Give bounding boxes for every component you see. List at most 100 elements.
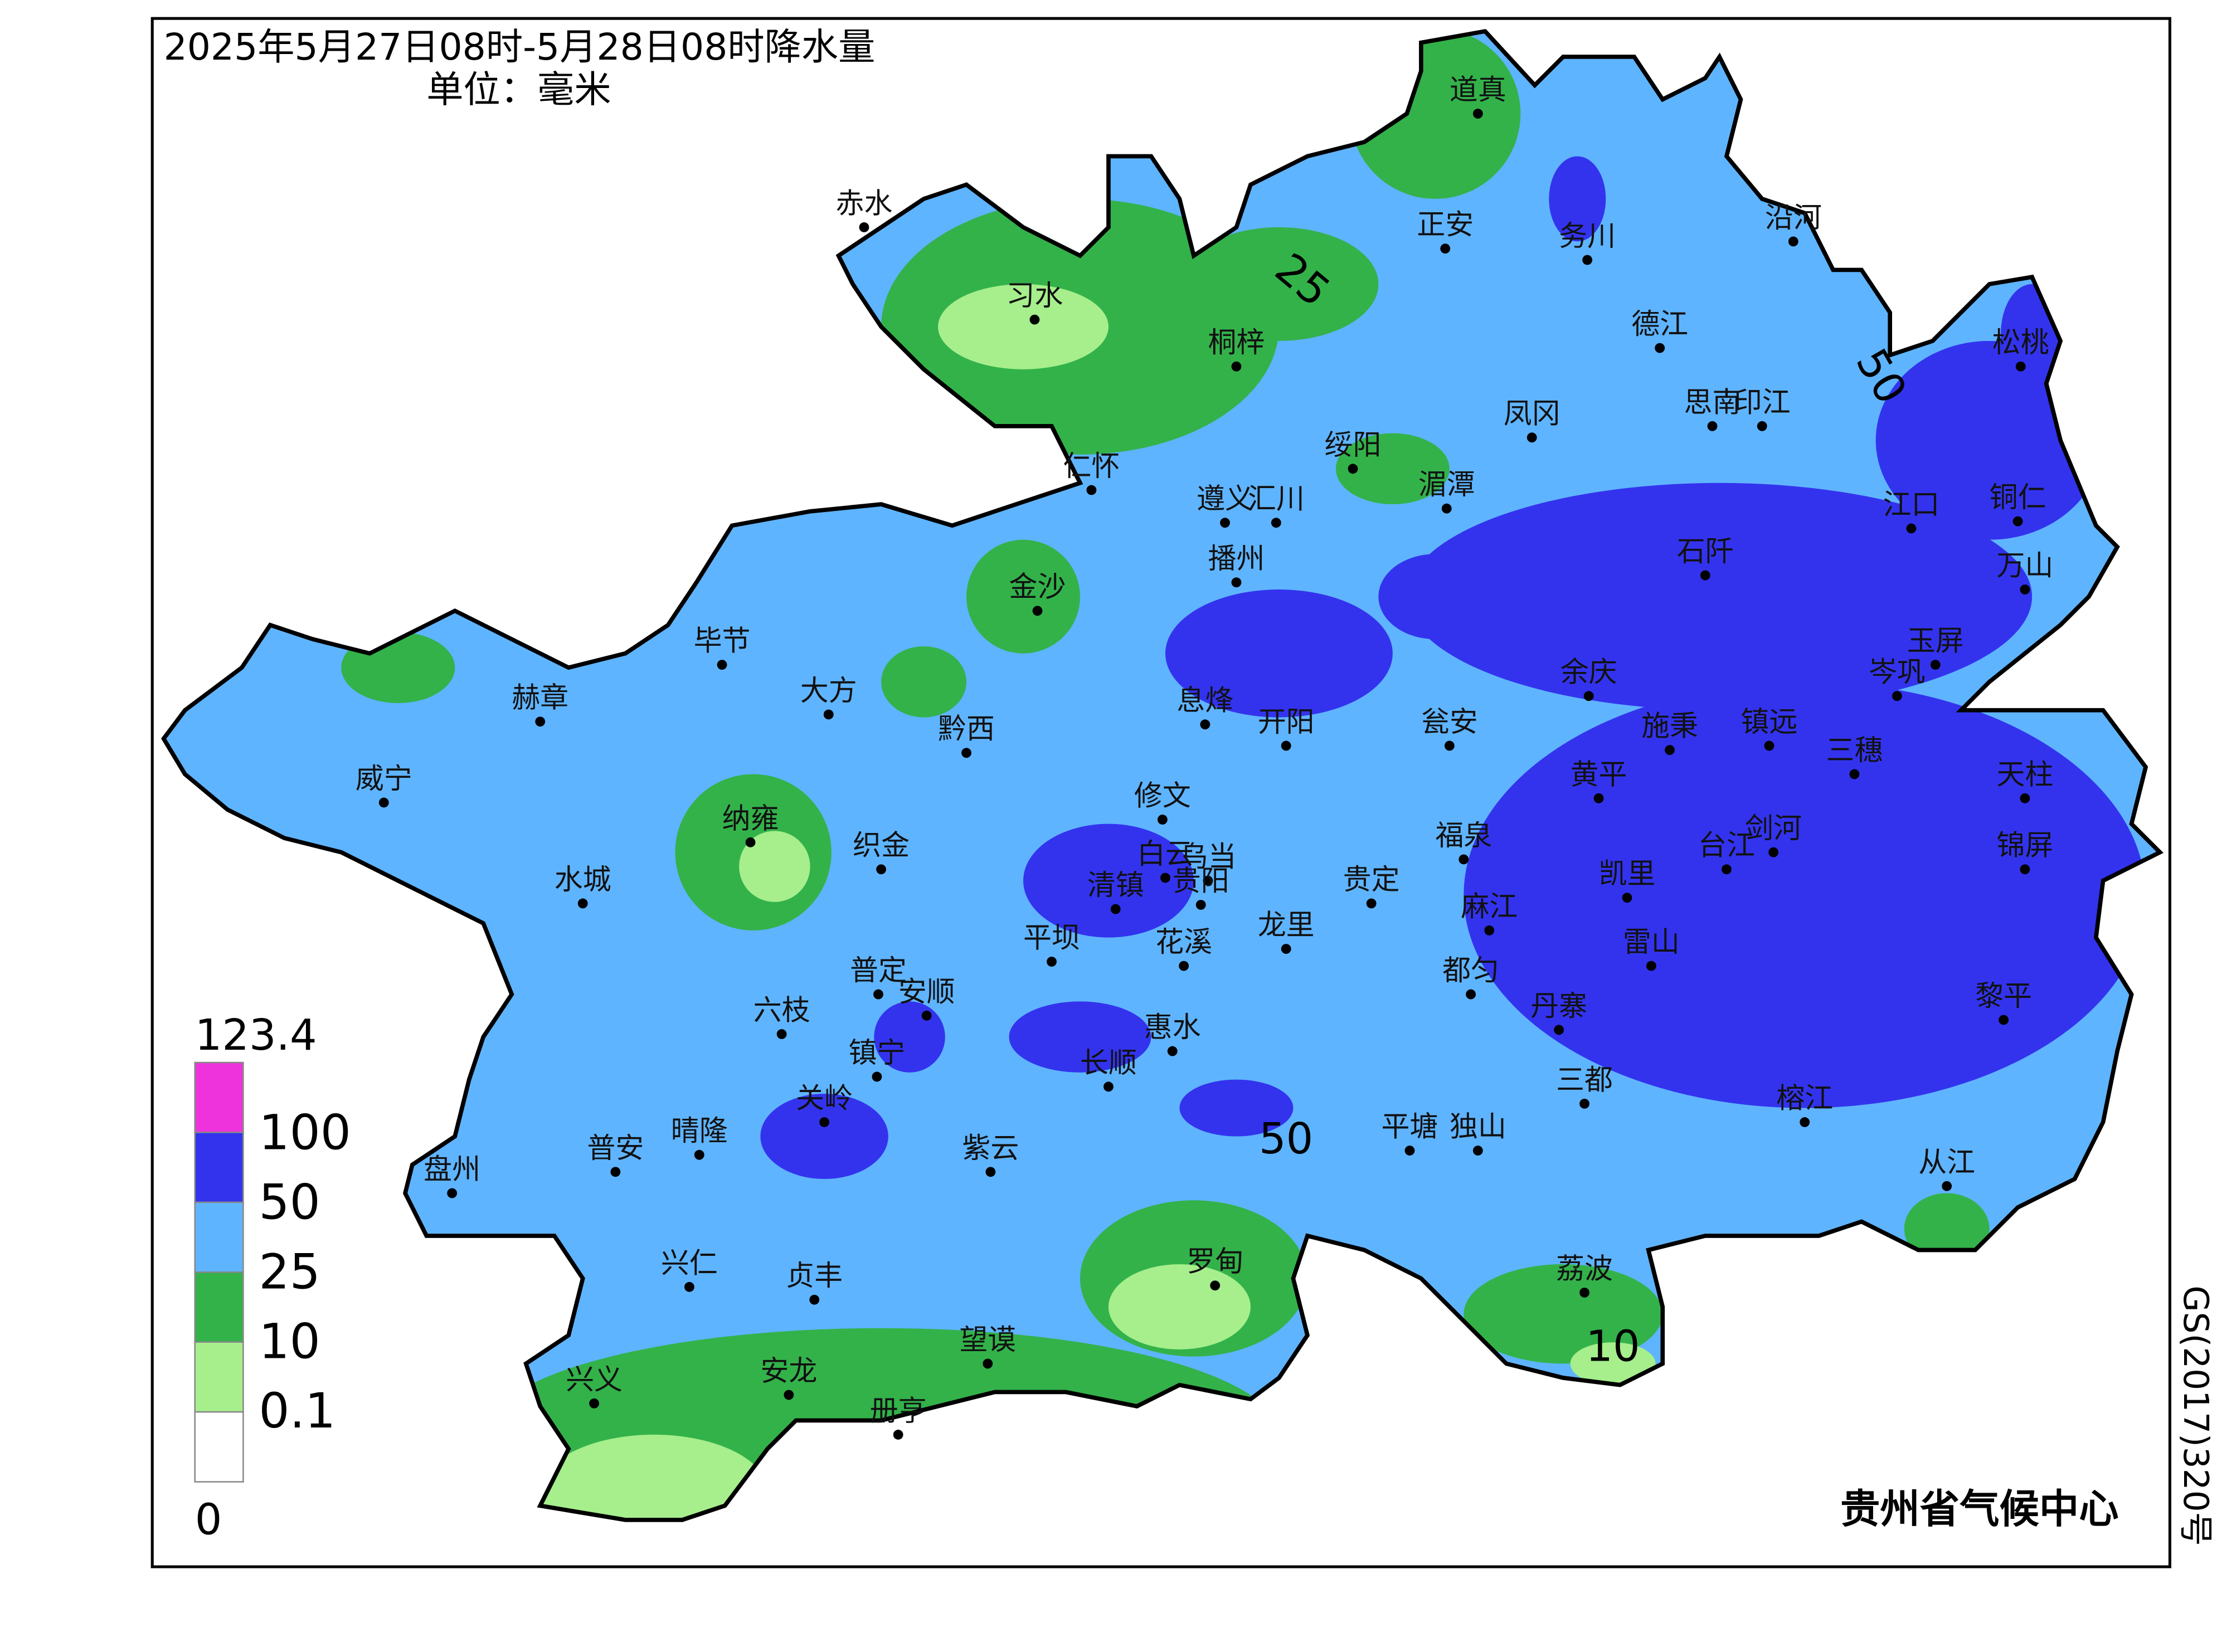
city-dot [1200, 719, 1210, 730]
city-dot [2012, 516, 2023, 527]
city-label: 修文 [1134, 780, 1191, 813]
city-dot [2020, 584, 2030, 594]
city-dot [1103, 1081, 1114, 1092]
city-dot [1179, 961, 1189, 971]
city-label: 黄平 [1571, 758, 1627, 791]
city-label: 沿河 [1765, 202, 1822, 235]
city-label: 汇川 [1248, 483, 1305, 516]
city-label: 长顺 [1080, 1047, 1137, 1080]
city-dot [684, 1281, 694, 1292]
city-dot [1579, 1288, 1589, 1298]
city-dot [1484, 925, 1495, 935]
legend-swatch [194, 1341, 244, 1413]
city-label: 玉屏 [1907, 625, 1964, 658]
city-dot [1930, 660, 1941, 670]
legend-swatch [194, 1132, 244, 1203]
city-dot [1366, 898, 1377, 909]
city-label: 黎平 [1975, 980, 2032, 1013]
map-title: 2025年5月27日08时-5月28日08时降水量 [164, 25, 876, 69]
city-label: 雷山 [1623, 926, 1680, 959]
city-label: 石阡 [1677, 535, 1734, 568]
city-dot [1582, 255, 1593, 265]
legend-label: 123.4 [195, 1011, 317, 1060]
city-dot [1622, 893, 1632, 903]
city-dot [1203, 875, 1213, 886]
city-dot [859, 222, 869, 232]
city-label: 水城 [555, 864, 611, 896]
city-label: 施秉 [1641, 710, 1698, 743]
city-label: 锦屏 [1996, 830, 2053, 862]
city-label: 罗甸 [1187, 1246, 1243, 1279]
city-label: 正安 [1417, 209, 1474, 242]
city-dot [1441, 503, 1452, 514]
city-label: 安龙 [760, 1355, 817, 1388]
city-label: 毕节 [694, 625, 751, 658]
city-dot [1788, 236, 1798, 247]
city-dot [1707, 421, 1718, 431]
city-dot [1167, 1046, 1178, 1056]
precip-field [163, 31, 2160, 1520]
city-dot [1210, 1280, 1221, 1291]
city-label: 江口 [1883, 489, 1939, 522]
city-label: 赫章 [512, 682, 568, 715]
city-label: 印江 [1734, 386, 1791, 419]
city-dot [1231, 577, 1242, 588]
city-label: 镇宁 [848, 1037, 905, 1070]
city-dot [1646, 961, 1656, 971]
city-label: 习水 [1006, 280, 1063, 313]
city-dot [873, 989, 883, 1000]
city-label: 思南 [1684, 386, 1741, 419]
city-dot [1160, 873, 1170, 883]
city-dot [2015, 361, 2026, 372]
city-label: 都匀 [1442, 954, 1499, 987]
city-label: 惠水 [1144, 1011, 1201, 1044]
city-dot [1665, 745, 1675, 756]
city-label: 榕江 [1776, 1083, 1833, 1115]
city-dot [1157, 815, 1168, 825]
city-dot [921, 1010, 932, 1021]
contour-label: 50 [1259, 1114, 1313, 1164]
legend-swatch [194, 1201, 244, 1273]
city-label: 盘州 [424, 1153, 480, 1186]
city-dot [1086, 485, 1097, 495]
city-dot [1906, 523, 1917, 534]
city-label: 铜仁 [1990, 481, 2046, 514]
city-dot [447, 1188, 458, 1198]
city-dot [1032, 606, 1043, 616]
city-label: 播州 [1208, 543, 1265, 576]
city-label: 道真 [1450, 74, 1506, 106]
city-label: 威宁 [356, 763, 412, 796]
city-dot [1281, 740, 1291, 751]
city-dot [1220, 518, 1230, 528]
city-label: 册亨 [870, 1395, 927, 1427]
city-label: 荔波 [1556, 1253, 1613, 1285]
legend: 123.4 100 50 25 10 0.1 0 [194, 1011, 351, 1544]
city-dot [1195, 900, 1206, 910]
city-dot [1768, 847, 1779, 857]
city-label: 关岭 [796, 1083, 853, 1115]
city-dot [776, 1029, 787, 1039]
city-dot [1348, 464, 1358, 474]
city-label: 清镇 [1087, 869, 1144, 902]
city-label: 独山 [1450, 1111, 1506, 1144]
city-dot [961, 748, 971, 758]
city-dot [1271, 518, 1281, 528]
city-label: 三都 [1556, 1064, 1613, 1097]
city-label: 余庆 [1560, 656, 1617, 689]
legend-swatch [194, 1061, 244, 1133]
city-label: 织金 [853, 830, 910, 862]
city-dot [1700, 570, 1710, 581]
city-label: 从江 [1918, 1146, 1975, 1179]
legend-swatch [194, 1411, 244, 1483]
city-label: 乌当 [1179, 841, 1236, 874]
city-label: 剑河 [1745, 812, 1802, 845]
city-dot [1800, 1117, 1810, 1127]
city-label: 贵阳 [1173, 865, 1229, 898]
city-dot [717, 660, 727, 670]
city-dot [1404, 1146, 1415, 1156]
city-dot [1281, 944, 1291, 954]
city-dot [1722, 864, 1732, 875]
city-label: 花溪 [1155, 926, 1212, 959]
city-dot [1593, 793, 1604, 803]
